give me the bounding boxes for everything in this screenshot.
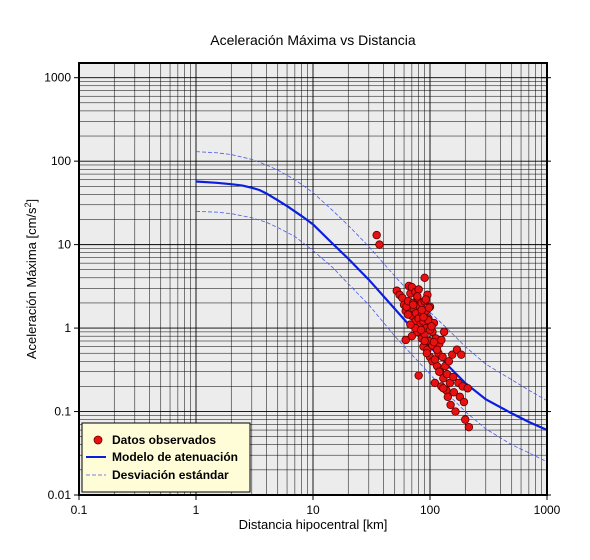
- chart-title: Aceleración Máxima vs Distancia: [210, 32, 416, 48]
- y-tick-labels: 0.01 0.1 1 10 100 1000: [44, 71, 71, 502]
- data-point: [439, 384, 448, 393]
- data-point: [461, 415, 470, 424]
- data-point: [416, 325, 426, 335]
- data-point: [437, 335, 446, 345]
- data-point: [435, 367, 444, 376]
- y-tick-label: 100: [51, 154, 71, 168]
- data-point: [449, 388, 459, 397]
- data-points: [372, 230, 474, 432]
- x-tick-label: 1: [193, 503, 200, 517]
- legend-label-stddev: Desviación estándar: [112, 468, 229, 482]
- x-tick-label: 1000: [534, 503, 561, 517]
- y-tick-label: 1000: [44, 71, 71, 85]
- plot-frame: [78, 62, 548, 496]
- data-point: [459, 397, 469, 407]
- y-axis-title: Aceleración Máxima [cm/s2]: [23, 199, 39, 359]
- x-tick-label: 100: [420, 503, 440, 517]
- data-point: [430, 378, 440, 388]
- data-point: [444, 357, 454, 366]
- data-point: [414, 371, 423, 380]
- data-point: [463, 384, 472, 393]
- data-point: [449, 372, 458, 382]
- data-point: [420, 336, 429, 346]
- data-point: [429, 337, 439, 347]
- data-point: [422, 349, 432, 358]
- data-point: [401, 335, 410, 345]
- y-axis-title-sup: 2: [23, 202, 33, 207]
- y-tick-label: 0.1: [54, 405, 71, 419]
- legend-marker-observed: [93, 435, 103, 445]
- data-point: [407, 331, 417, 341]
- data-point: [432, 345, 442, 354]
- data-point: [427, 322, 436, 331]
- data-point: [419, 313, 428, 322]
- y-tick-label: 0.01: [48, 488, 72, 502]
- data-point: [403, 310, 413, 319]
- data-point: [439, 327, 449, 337]
- data-point: [372, 230, 381, 240]
- y-axis-title-main: Aceleración Máxima [cm/s: [24, 207, 39, 359]
- data-point: [424, 303, 434, 312]
- data-point: [413, 292, 422, 301]
- legend-label-observed: Datos observados: [112, 433, 216, 447]
- data-point: [406, 320, 415, 329]
- data-point: [464, 422, 474, 432]
- x-tick-label: 0.1: [71, 503, 88, 517]
- data-point: [430, 355, 440, 364]
- stddev-line: [195, 151, 548, 402]
- y-tick-label: 10: [58, 238, 72, 252]
- data-point: [417, 305, 426, 315]
- legend-box: [81, 422, 251, 493]
- stddev-line: [195, 211, 548, 463]
- x-tick-labels: 0.1 1 10 100 1000: [71, 503, 561, 517]
- data-point: [420, 273, 429, 283]
- legend: Datos observados Modelo de atenuación De…: [81, 422, 251, 493]
- x-tick-label: 10: [306, 503, 320, 517]
- y-axis-title-end: ]: [24, 199, 39, 203]
- data-point: [446, 400, 455, 410]
- data-point: [421, 295, 430, 304]
- data-point: [443, 392, 453, 402]
- grid: [79, 63, 547, 495]
- data-point: [375, 240, 384, 249]
- legend-label-model: Modelo de atenuación: [112, 450, 238, 464]
- data-point: [457, 350, 466, 359]
- y-tick-label: 1: [64, 321, 71, 335]
- data-point: [414, 285, 423, 294]
- data-point: [409, 300, 418, 310]
- data-point: [451, 407, 460, 416]
- x-axis-title: Distancia hipocentral [km]: [239, 517, 388, 532]
- data-point: [438, 352, 447, 362]
